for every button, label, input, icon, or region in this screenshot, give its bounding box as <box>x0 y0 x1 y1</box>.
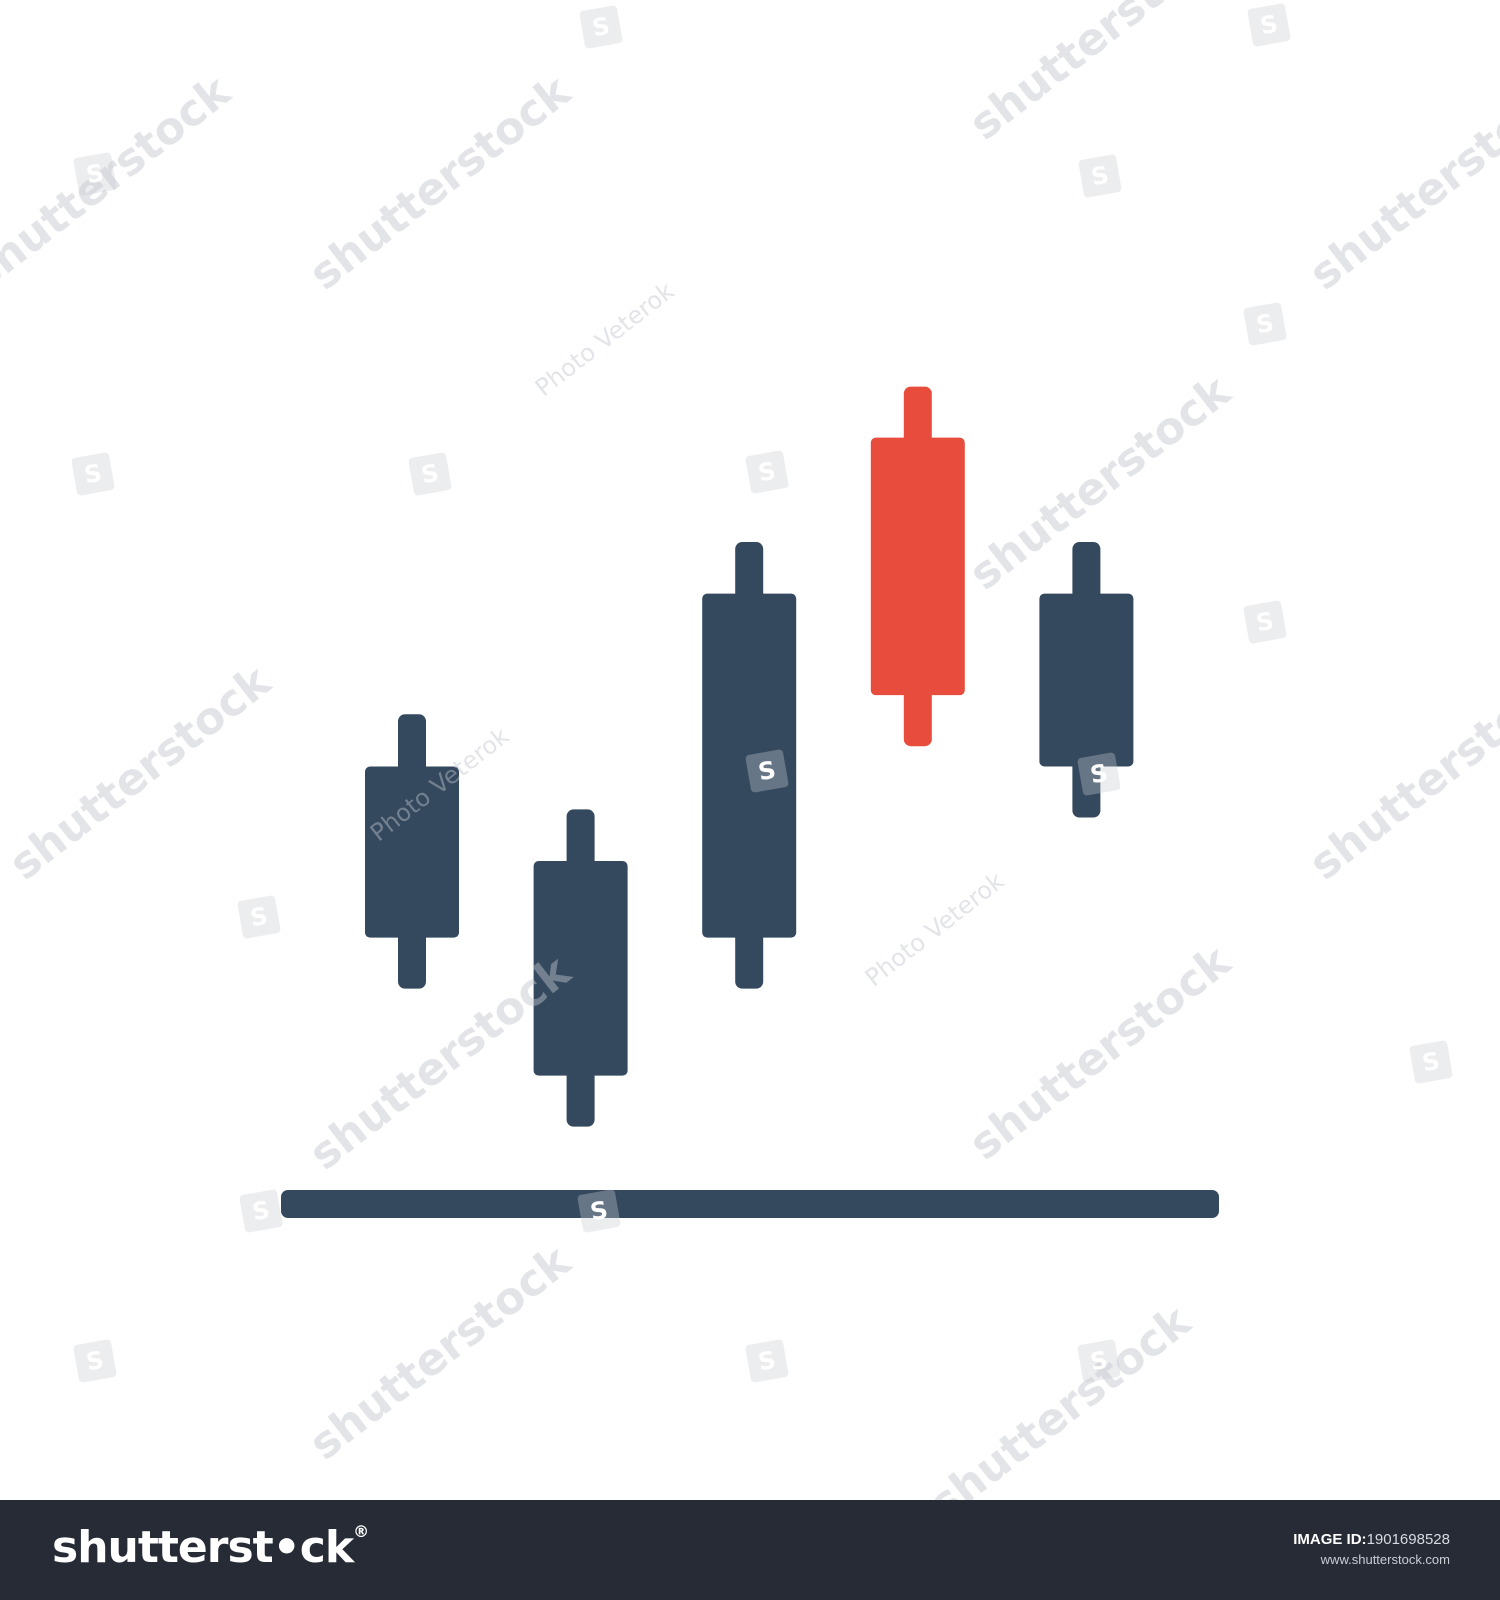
image-id-line: IMAGE ID:1901698528 <box>1293 1530 1450 1550</box>
candle-4-body <box>870 437 965 696</box>
footer-bar: shutterst•ck® IMAGE ID:1901698528 www.sh… <box>0 1500 1500 1600</box>
image-id-label: IMAGE ID: <box>1293 1531 1367 1548</box>
shutterstock-logo: shutterst•ck® <box>52 1522 369 1573</box>
logo-text: shutterst•ck <box>52 1522 354 1573</box>
image-id-value: 1901698528 <box>1366 1531 1450 1548</box>
site-url: www.shutterstock.com <box>1320 1552 1450 1567</box>
candlestick-chart <box>281 386 1219 1218</box>
registered-mark: ® <box>353 1522 369 1541</box>
candles-group <box>365 386 1134 1127</box>
candle-2-body <box>533 861 628 1076</box>
chart-svg <box>281 386 1219 1218</box>
candle-5-body <box>1039 593 1134 767</box>
candle-3-body <box>702 593 797 938</box>
image-meta: IMAGE ID:1901698528 www.shutterstock.com <box>1293 1530 1450 1570</box>
candle-1-body <box>365 766 459 938</box>
chart-baseline <box>281 1190 1219 1218</box>
